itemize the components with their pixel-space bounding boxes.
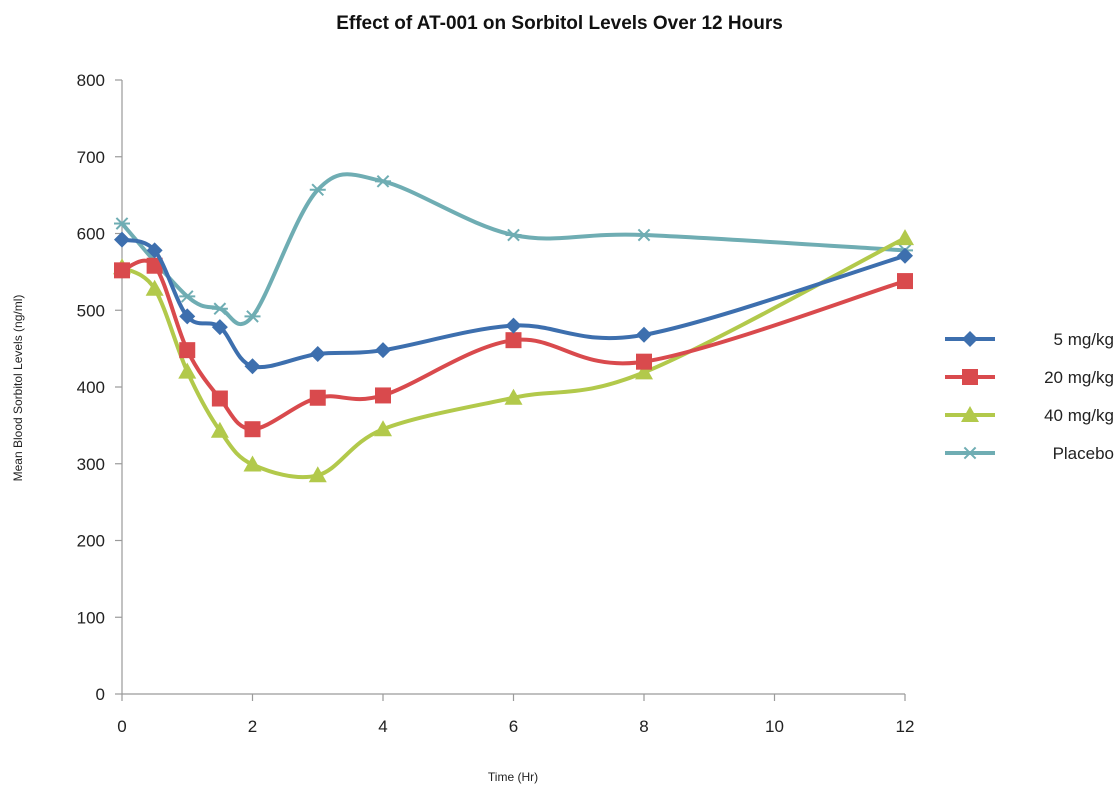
data-point-40-mg-kg [896, 229, 914, 246]
axes: 0 100 200 300 400 500 600 700 800 0 2 4 6 8 10 12 [77, 71, 915, 736]
data-point-placebo [636, 228, 652, 242]
data-point-placebo [375, 175, 391, 188]
data-point-20-mg-kg [114, 262, 130, 279]
data-point-5-mg-kg [114, 231, 130, 248]
data-point-20-mg-kg [146, 257, 163, 274]
data-point-40-mg-kg [145, 279, 164, 296]
y-tick-label: 200 [77, 532, 105, 551]
data-point-5-mg-kg [897, 247, 913, 264]
legend-label: 20 mg/kg [1044, 368, 1114, 387]
x-tick-label: 6 [509, 717, 518, 736]
data-point-5-mg-kg [375, 342, 391, 359]
data-point-20-mg-kg [375, 387, 391, 404]
data-point-placebo [309, 183, 326, 197]
legend-marker [962, 369, 978, 385]
y-tick-label: 800 [77, 71, 105, 90]
data-point-5-mg-kg [636, 326, 652, 343]
data-point-5-mg-kg [309, 345, 326, 362]
data-point-5-mg-kg [146, 242, 163, 259]
data-point-5-mg-kg [179, 308, 196, 325]
x-tick-label: 4 [378, 717, 387, 736]
legend-marker [962, 446, 978, 460]
legend-marker [962, 331, 978, 347]
data-point-40-mg-kg [504, 388, 523, 405]
legend-item-5-mg-kg: 5 mg/kg [945, 330, 1114, 349]
data-point-20-mg-kg [897, 273, 913, 290]
data-point-placebo [211, 302, 228, 316]
y-tick-label: 100 [77, 608, 105, 627]
data-point-40-mg-kg [635, 363, 653, 380]
data-point-20-mg-kg [309, 389, 326, 406]
data-point-40-mg-kg [374, 420, 392, 437]
data-point-5-mg-kg [244, 358, 261, 375]
y-tick-label: 600 [77, 225, 105, 244]
y-tick-label: 300 [77, 455, 105, 474]
legend-label: 40 mg/kg [1044, 406, 1114, 425]
y-axis-title: Mean Blood Sorbitol Levels (ng/ml) [11, 295, 25, 482]
data-point-40-mg-kg [308, 466, 327, 483]
data-point-20-mg-kg [211, 390, 228, 407]
y-tick-label: 500 [77, 301, 105, 320]
data-point-20-mg-kg [636, 353, 652, 370]
data-point-40-mg-kg [178, 362, 197, 379]
data-point-placebo [179, 290, 196, 303]
chart-title: Effect of AT-001 on Sorbitol Levels Over… [336, 13, 783, 34]
data-point-placebo [244, 310, 261, 323]
legend-item-40-mg-kg: 40 mg/kg [945, 406, 1114, 425]
y-tick-label: 0 [96, 685, 105, 704]
legend: 5 mg/kg 20 mg/kg 40 mg/kg Placebo [945, 330, 1114, 463]
legend-label: 5 mg/kg [1054, 330, 1114, 349]
data-point-5-mg-kg [211, 319, 228, 336]
x-tick-label: 0 [117, 717, 126, 736]
legend-marker [961, 406, 979, 422]
legend-item-placebo: Placebo [945, 444, 1114, 463]
x-tick-label: 10 [765, 717, 784, 736]
data-point-20-mg-kg [505, 332, 522, 349]
data-point-placebo [114, 217, 130, 230]
legend-item-20-mg-kg: 20 mg/kg [945, 368, 1114, 387]
y-tick-label: 400 [77, 378, 105, 397]
data-point-5-mg-kg [505, 317, 522, 334]
x-tick-label: 12 [896, 717, 915, 736]
data-point-40-mg-kg [243, 455, 262, 472]
x-axis-title: Time (Hr) [488, 770, 538, 784]
series-layer [113, 172, 914, 483]
x-tick-label: 8 [639, 717, 648, 736]
x-tick-label: 2 [248, 717, 257, 736]
data-point-placebo [505, 228, 522, 242]
data-point-20-mg-kg [244, 421, 261, 438]
y-tick-label: 700 [77, 148, 105, 167]
data-point-40-mg-kg [210, 421, 229, 438]
data-point-20-mg-kg [179, 342, 196, 359]
legend-label: Placebo [1053, 444, 1114, 463]
